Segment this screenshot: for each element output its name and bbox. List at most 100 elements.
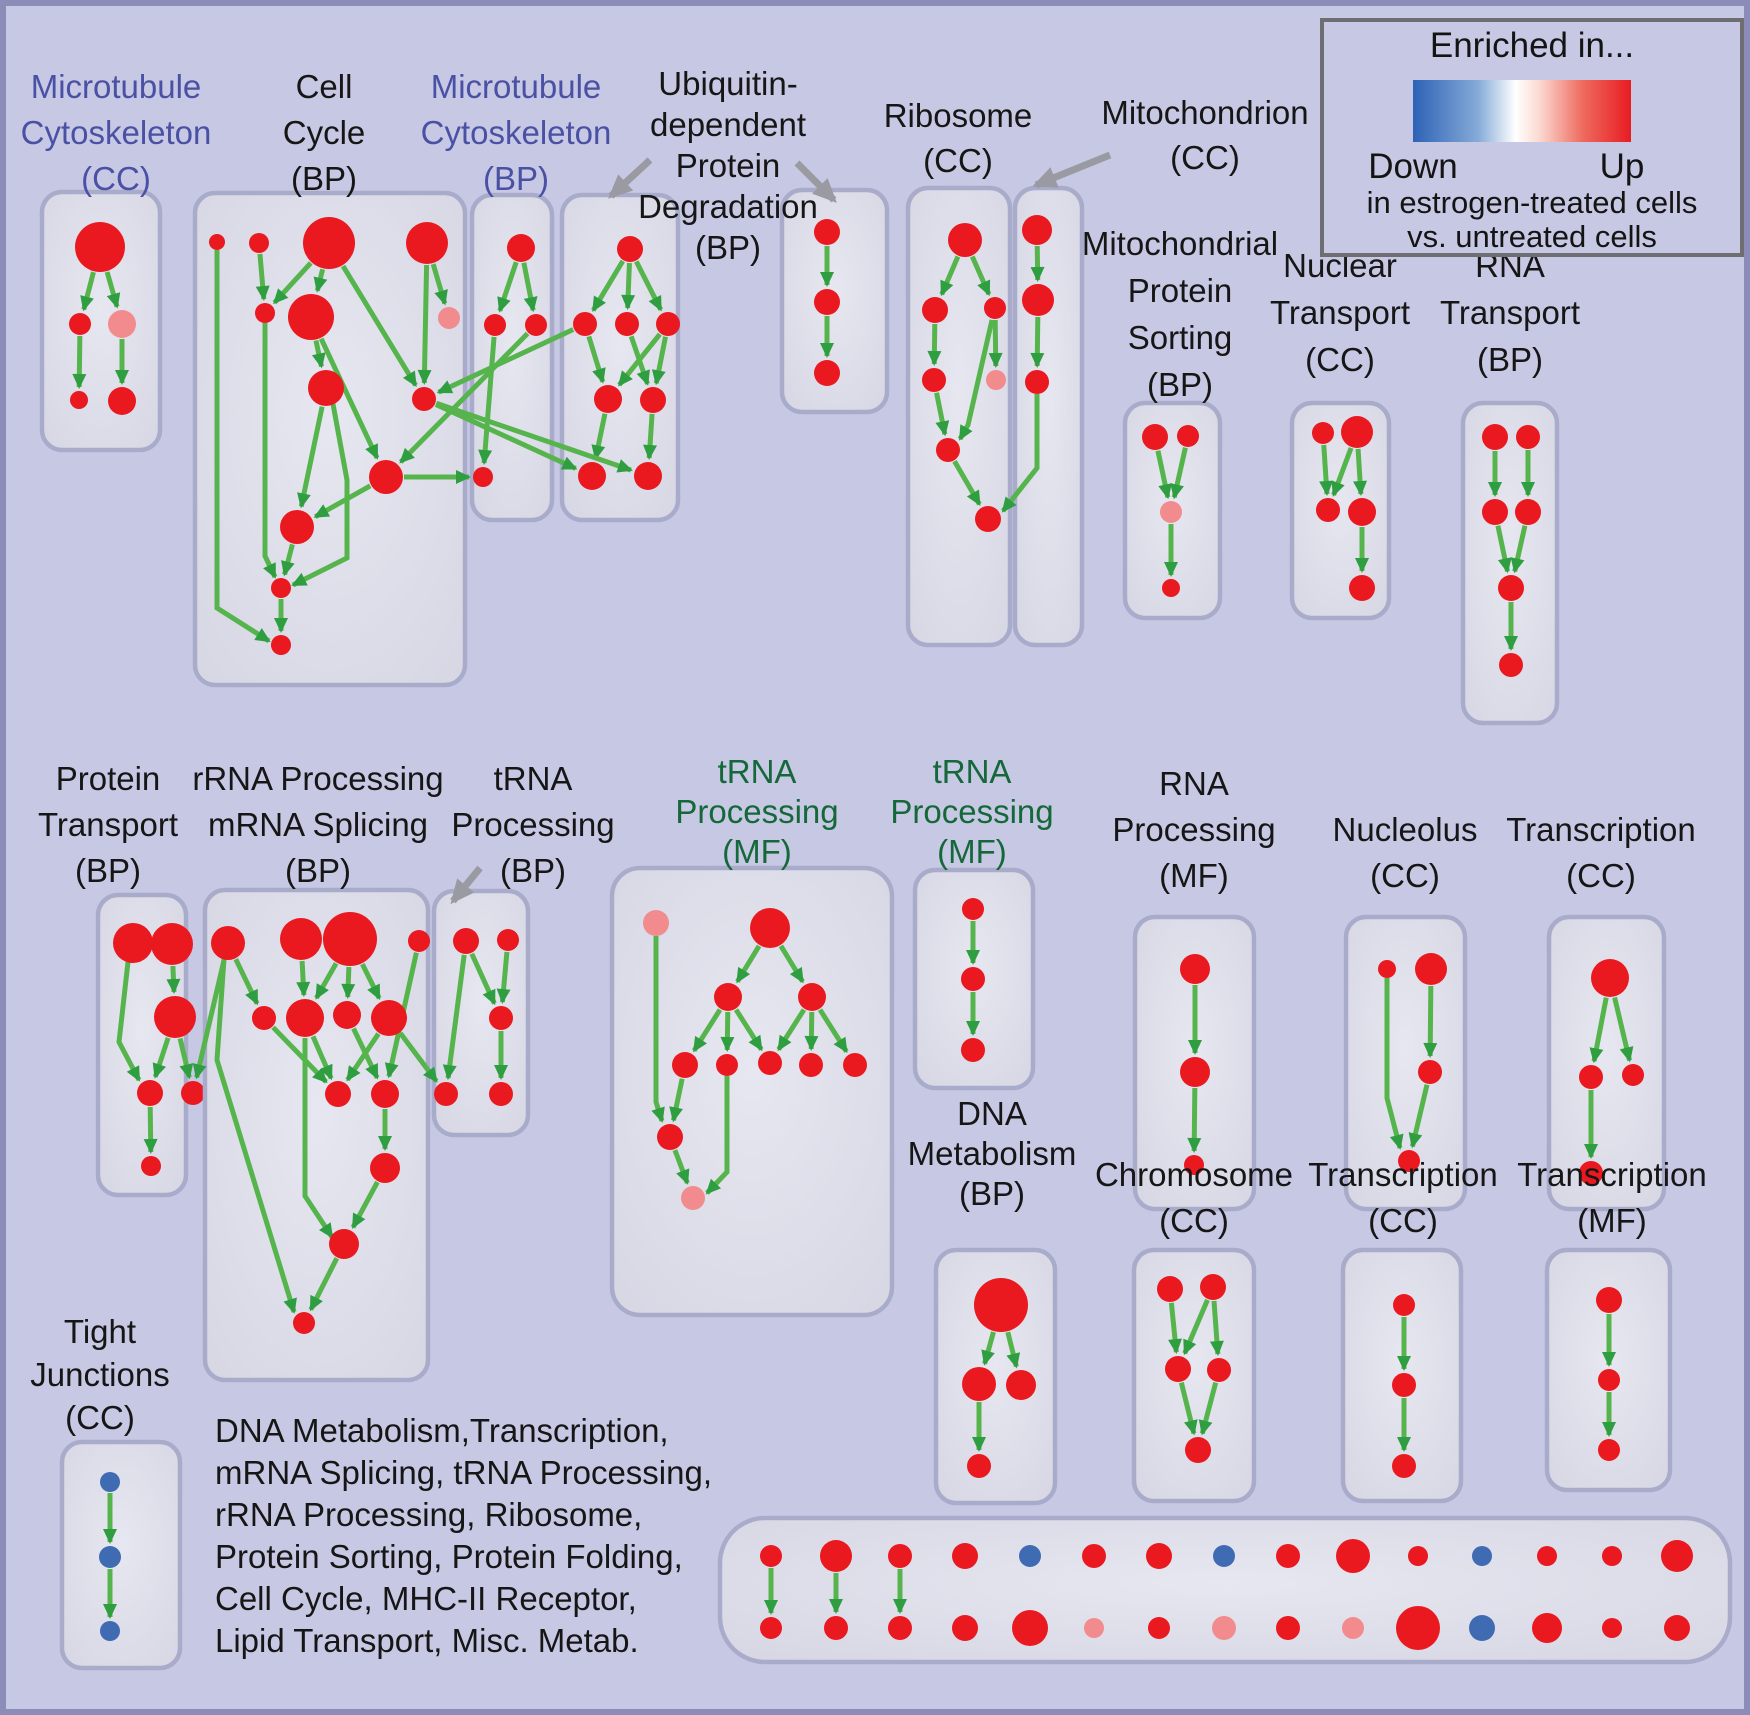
legend-up-label: Up bbox=[1600, 147, 1645, 186]
go-node-nucleolus-cc-1 bbox=[1415, 953, 1447, 985]
cluster-ribosome-cc bbox=[905, 185, 1013, 648]
go-node-tight-junctions-cc-0 bbox=[100, 1472, 120, 1492]
go-node-transcription-cc-row2-3 bbox=[1579, 1161, 1603, 1185]
go-node-dna-metabolism-bp-3 bbox=[967, 1454, 991, 1478]
edge-arrow bbox=[262, 323, 278, 579]
go-node-misc-cluster-row-9 bbox=[1336, 1539, 1370, 1573]
go-node-misc-cluster-row-29 bbox=[1664, 1615, 1690, 1641]
go-node-cell-cycle-bp-11 bbox=[271, 578, 291, 598]
edge-arrow bbox=[1198, 1381, 1219, 1436]
edge-arrow bbox=[1423, 985, 1438, 1059]
edge-arrow bbox=[1319, 444, 1334, 497]
go-node-cell-cycle-bp-10 bbox=[280, 510, 314, 544]
edge-arrow bbox=[192, 959, 227, 1080]
label-pointer-arrow bbox=[450, 865, 483, 905]
cluster-transcription-cc-row2 bbox=[1546, 914, 1667, 1212]
go-node-trna-processing-bp-3 bbox=[489, 1082, 513, 1106]
go-node-ubiquitin-degradation-bp-left-2 bbox=[615, 312, 639, 336]
edge-arrow bbox=[104, 271, 121, 309]
cluster-box-trna-processing-mf-main bbox=[609, 865, 895, 1318]
go-node-rrna-processing-mrna-splicing-bp-10 bbox=[370, 1153, 400, 1183]
cluster-protein-transport-bp bbox=[95, 892, 205, 1198]
go-node-cell-cycle-bp-4 bbox=[255, 303, 275, 323]
cluster-box-chromosome-cc bbox=[1131, 1247, 1257, 1504]
edge-arrow bbox=[733, 1008, 764, 1052]
go-node-transcription-mf-2 bbox=[1598, 1439, 1620, 1461]
go-node-rna-transport-bp-2 bbox=[1482, 499, 1508, 525]
go-node-rrna-processing-mrna-splicing-bp-0 bbox=[211, 926, 245, 960]
label-trna-processing-mf-small: tRNA Processing (MF) bbox=[890, 753, 1053, 870]
edge-arrow bbox=[351, 1027, 380, 1080]
edge-arrow bbox=[691, 1008, 723, 1053]
go-node-ribosome-cc-1 bbox=[922, 297, 948, 323]
go-node-rrna-processing-mrna-splicing-bp-9 bbox=[371, 1080, 399, 1108]
edge-arrow bbox=[214, 958, 297, 1314]
go-node-rrna-processing-mrna-splicing-bp-11 bbox=[329, 1229, 359, 1259]
edge-arrow bbox=[1005, 1331, 1021, 1369]
edge-arrow bbox=[643, 413, 658, 461]
go-node-transcription-cc-row3-2 bbox=[1392, 1454, 1416, 1478]
go-node-rrna-processing-mrna-splicing-bp-1 bbox=[280, 918, 322, 960]
edge-arrow bbox=[776, 1008, 807, 1052]
cluster-rrna-processing-mrna-splicing-bp bbox=[202, 887, 431, 1383]
cluster-mitochondrion-cc bbox=[1012, 185, 1085, 648]
legend-subtitle-line1: in estrogen-treated cells bbox=[1367, 185, 1698, 220]
edge-arrow bbox=[720, 1011, 735, 1053]
cluster-cell-cycle-bp bbox=[192, 190, 468, 688]
cluster-transcription-mf bbox=[1544, 1247, 1673, 1493]
go-node-dna-metabolism-bp-1 bbox=[962, 1367, 996, 1401]
go-node-misc-cluster-row-1 bbox=[820, 1540, 852, 1572]
edge-arrow bbox=[313, 268, 328, 293]
legend: Enriched in... Down Up in estrogen-treat… bbox=[1320, 18, 1744, 257]
go-node-misc-cluster-row-19 bbox=[1012, 1610, 1048, 1646]
edge-arrow bbox=[166, 965, 181, 995]
edge-arrow bbox=[272, 261, 313, 305]
edge-arrow bbox=[617, 332, 662, 387]
legend-subtitle-line2: vs. untreated cells bbox=[1407, 219, 1657, 254]
go-node-tight-junctions-cc-1 bbox=[99, 1546, 121, 1568]
go-node-mitochondrion-cc-1 bbox=[1022, 284, 1054, 316]
go-node-transcription-cc-row2-0 bbox=[1591, 959, 1629, 997]
go-node-rrna-processing-mrna-splicing-bp-5 bbox=[286, 999, 324, 1037]
edge-arrow bbox=[360, 963, 382, 1001]
edge-arrow bbox=[1182, 1298, 1210, 1356]
go-node-rrna-processing-mrna-splicing-bp-3 bbox=[408, 930, 430, 952]
legend-title: Enriched in... bbox=[1430, 26, 1634, 65]
cluster-trna-processing-mf-main bbox=[609, 865, 895, 1318]
edge-arrow bbox=[981, 1331, 996, 1366]
go-node-cell-cycle-bp-7 bbox=[308, 370, 344, 406]
go-node-mitochondrial-protein-sorting-bp-0 bbox=[1142, 424, 1168, 450]
label-transcription-cc-row3: Transcription (CC) bbox=[1308, 1156, 1498, 1239]
edge-arrow bbox=[591, 413, 608, 461]
go-node-misc-cluster-row-27 bbox=[1532, 1613, 1562, 1643]
label-protein-transport-bp: Protein Transport (BP) bbox=[38, 760, 178, 889]
go-node-cell-cycle-bp-0 bbox=[209, 234, 225, 250]
go-node-protein-transport-bp-1 bbox=[151, 923, 193, 965]
label-pointer-arrow bbox=[1032, 151, 1112, 189]
edge-arrow bbox=[1001, 394, 1040, 513]
edge-arrow bbox=[669, 1078, 685, 1123]
go-node-ribosome-cc-4 bbox=[986, 370, 1006, 390]
go-node-microtubule-cytoskeleton-bp-0 bbox=[507, 234, 535, 262]
legend-down-label: Down bbox=[1368, 147, 1457, 186]
edge-arrow bbox=[939, 255, 961, 297]
edge-arrow bbox=[350, 1180, 380, 1230]
label-pointer-arrow bbox=[794, 160, 837, 203]
go-node-trna-processing-mf-small-1 bbox=[961, 967, 985, 991]
go-node-misc-cluster-row-23 bbox=[1276, 1616, 1300, 1640]
go-node-trna-processing-mf-main-2 bbox=[714, 983, 742, 1011]
edge-arrow bbox=[804, 1011, 819, 1052]
go-node-nuclear-transport-cc-4 bbox=[1349, 575, 1375, 601]
go-node-misc-cluster-row-24 bbox=[1342, 1617, 1364, 1639]
edge-arrow bbox=[308, 1257, 340, 1312]
edge-arrow bbox=[177, 1037, 194, 1080]
go-node-protein-transport-bp-5 bbox=[141, 1156, 161, 1176]
edge-arrow bbox=[634, 260, 663, 312]
edge-arrow bbox=[340, 264, 418, 388]
go-node-misc-cluster-row-21 bbox=[1148, 1617, 1170, 1639]
label-rna-transport-bp: RNA Transport (BP) bbox=[1440, 247, 1580, 378]
edge-arrow bbox=[735, 944, 762, 984]
go-node-trna-processing-mf-main-10 bbox=[681, 1186, 705, 1210]
go-node-misc-cluster-row-7 bbox=[1213, 1545, 1235, 1567]
go-node-microtubule-cytoskeleton-cc-3 bbox=[70, 391, 88, 409]
